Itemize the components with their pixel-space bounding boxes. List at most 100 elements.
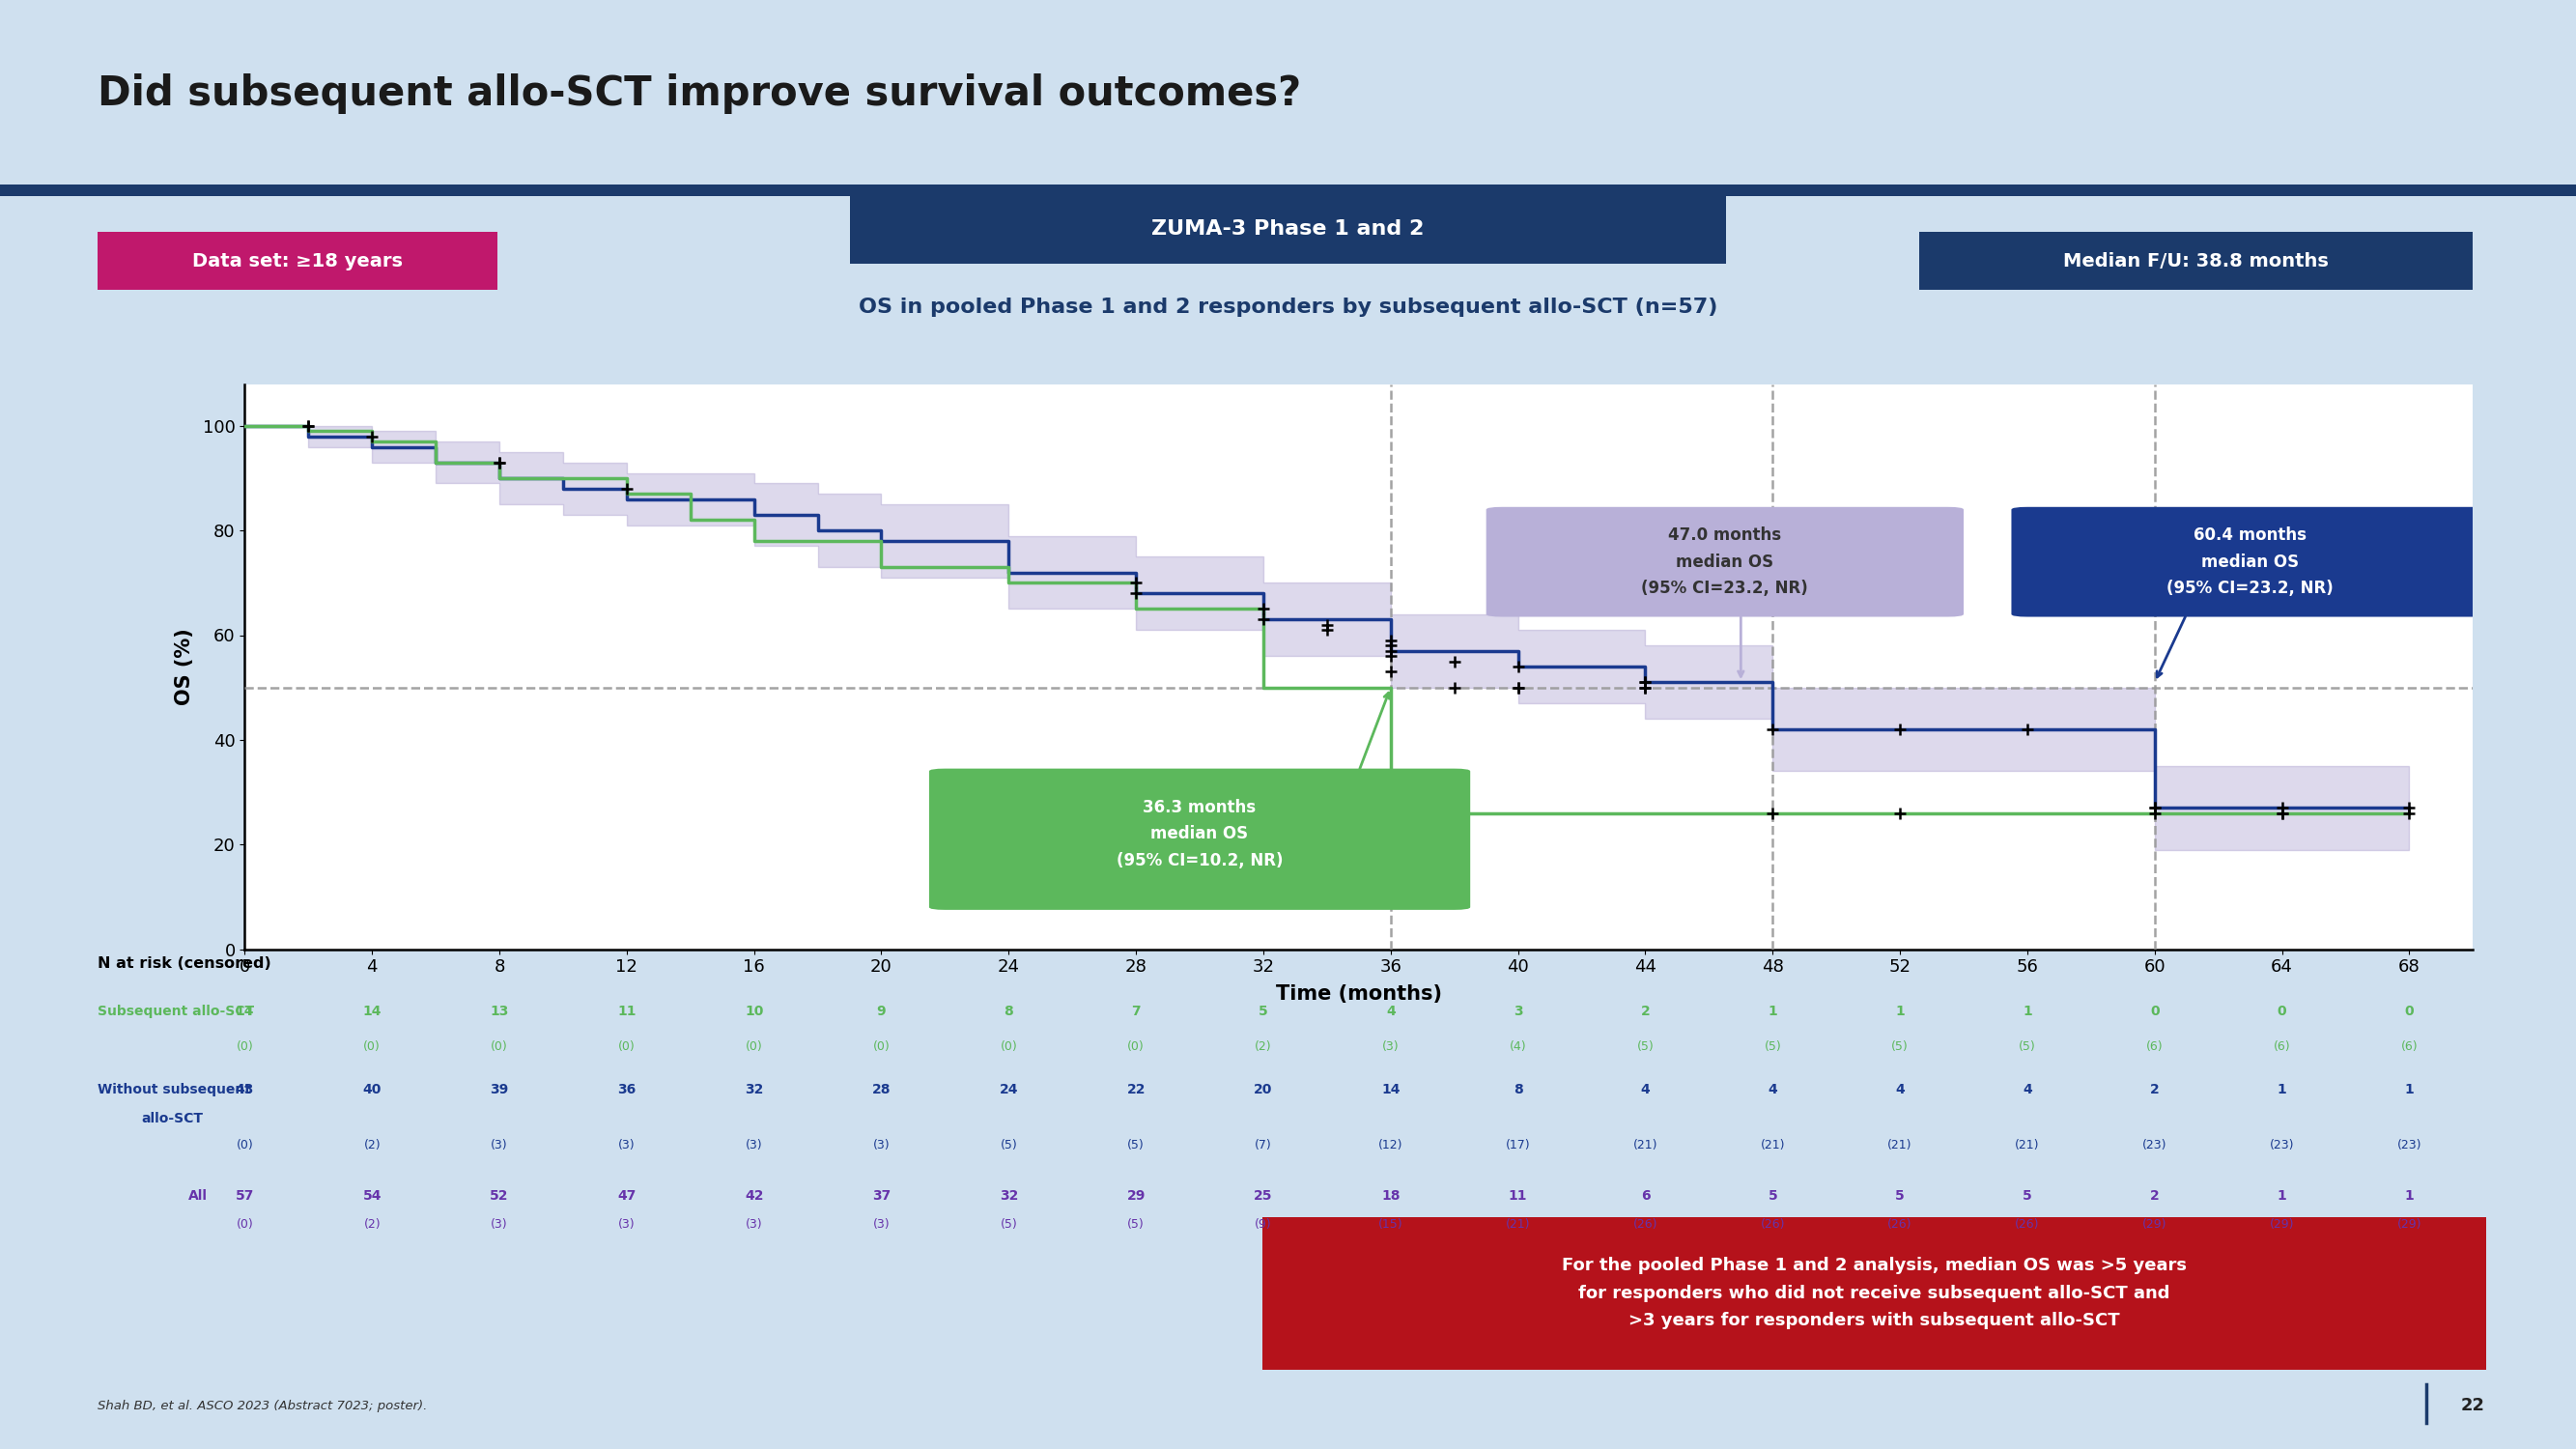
Text: 40: 40 <box>363 1082 381 1097</box>
Text: 29: 29 <box>1126 1188 1146 1203</box>
Text: (7): (7) <box>1255 1139 1273 1151</box>
Text: (21): (21) <box>1759 1139 1785 1151</box>
Text: (12): (12) <box>1378 1139 1404 1151</box>
Text: 22: 22 <box>1126 1082 1146 1097</box>
Text: 2: 2 <box>2151 1082 2159 1097</box>
Text: (3): (3) <box>873 1219 889 1230</box>
Text: (0): (0) <box>999 1040 1018 1052</box>
Text: (4): (4) <box>1510 1040 1528 1052</box>
Text: (5): (5) <box>2020 1040 2035 1052</box>
Text: 36: 36 <box>618 1082 636 1097</box>
Text: 3: 3 <box>1512 1004 1522 1019</box>
Text: 1: 1 <box>2277 1188 2287 1203</box>
Text: (0): (0) <box>237 1139 252 1151</box>
Text: (0): (0) <box>744 1040 762 1052</box>
Text: (3): (3) <box>618 1139 636 1151</box>
Text: (17): (17) <box>1504 1139 1530 1151</box>
Text: (5): (5) <box>1765 1040 1780 1052</box>
Text: (29): (29) <box>2143 1219 2166 1230</box>
Text: 28: 28 <box>871 1082 891 1097</box>
Text: (3): (3) <box>492 1139 507 1151</box>
Text: Shah BD, et al. ASCO 2023 (Abstract 7023; poster).: Shah BD, et al. ASCO 2023 (Abstract 7023… <box>98 1400 428 1411</box>
Text: (5): (5) <box>1636 1040 1654 1052</box>
Text: (21): (21) <box>2014 1139 2040 1151</box>
Text: 4: 4 <box>1767 1082 1777 1097</box>
Text: 7: 7 <box>1131 1004 1141 1019</box>
Text: (26): (26) <box>2014 1219 2040 1230</box>
Text: (0): (0) <box>237 1040 252 1052</box>
Text: (21): (21) <box>1888 1139 1911 1151</box>
Text: (23): (23) <box>2398 1139 2421 1151</box>
Y-axis label: OS (%): OS (%) <box>175 627 196 706</box>
Text: 4: 4 <box>1896 1082 1904 1097</box>
Text: 13: 13 <box>489 1004 507 1019</box>
Text: Without subsequent: Without subsequent <box>98 1082 252 1097</box>
Text: 1: 1 <box>2403 1188 2414 1203</box>
Text: 4: 4 <box>1641 1082 1651 1097</box>
Text: (5): (5) <box>1128 1139 1144 1151</box>
Text: 14: 14 <box>234 1004 255 1019</box>
Text: 47.0 months
median OS
(95% CI=23.2, NR): 47.0 months median OS (95% CI=23.2, NR) <box>1641 526 1808 597</box>
FancyBboxPatch shape <box>1486 507 1963 617</box>
Text: (3): (3) <box>492 1219 507 1230</box>
Text: (3): (3) <box>744 1139 762 1151</box>
Text: 4: 4 <box>2022 1082 2032 1097</box>
Text: 60.4 months
median OS
(95% CI=23.2, NR): 60.4 months median OS (95% CI=23.2, NR) <box>2166 526 2334 597</box>
Text: 1: 1 <box>2403 1082 2414 1097</box>
Text: allo-SCT: allo-SCT <box>142 1111 204 1126</box>
Text: 5: 5 <box>2022 1188 2032 1203</box>
Text: N at risk (censored): N at risk (censored) <box>98 956 270 971</box>
Text: (3): (3) <box>618 1219 636 1230</box>
Text: 1: 1 <box>1896 1004 1904 1019</box>
Text: For the pooled Phase 1 and 2 analysis, median OS was >5 years
for responders who: For the pooled Phase 1 and 2 analysis, m… <box>1561 1256 2187 1330</box>
Text: (21): (21) <box>1633 1139 1656 1151</box>
Text: (3): (3) <box>873 1139 889 1151</box>
Text: 0: 0 <box>2151 1004 2159 1019</box>
Text: ZUMA-3 Phase 1 and 2: ZUMA-3 Phase 1 and 2 <box>1151 219 1425 239</box>
Text: 57: 57 <box>234 1188 255 1203</box>
Text: 25: 25 <box>1255 1188 1273 1203</box>
Text: 9: 9 <box>876 1004 886 1019</box>
Text: (3): (3) <box>1383 1040 1399 1052</box>
Text: 36.3 months
median OS
(95% CI=10.2, NR): 36.3 months median OS (95% CI=10.2, NR) <box>1115 798 1283 869</box>
Text: (21): (21) <box>1507 1219 1530 1230</box>
Text: Subsequent allo-SCT: Subsequent allo-SCT <box>98 1004 255 1019</box>
Text: 32: 32 <box>999 1188 1018 1203</box>
Text: 14: 14 <box>363 1004 381 1019</box>
Text: (0): (0) <box>492 1040 507 1052</box>
Text: 6: 6 <box>1641 1188 1651 1203</box>
Text: 1: 1 <box>1767 1004 1777 1019</box>
Text: (0): (0) <box>363 1040 381 1052</box>
Text: 0: 0 <box>2403 1004 2414 1019</box>
Text: (5): (5) <box>1891 1040 1909 1052</box>
X-axis label: Time (months): Time (months) <box>1275 984 1443 1003</box>
Text: 5: 5 <box>1896 1188 1904 1203</box>
Text: 42: 42 <box>744 1188 762 1203</box>
Text: 0: 0 <box>2277 1004 2287 1019</box>
Text: 11: 11 <box>1510 1188 1528 1203</box>
Text: (6): (6) <box>2401 1040 2419 1052</box>
Text: 5: 5 <box>1767 1188 1777 1203</box>
Text: 1: 1 <box>2022 1004 2032 1019</box>
Text: (23): (23) <box>2269 1139 2295 1151</box>
Text: 18: 18 <box>1381 1188 1401 1203</box>
Text: 8: 8 <box>1512 1082 1522 1097</box>
Text: (26): (26) <box>1759 1219 1785 1230</box>
Text: (2): (2) <box>363 1139 381 1151</box>
Text: Median F/U: 38.8 months: Median F/U: 38.8 months <box>2063 252 2329 270</box>
Text: 2: 2 <box>1641 1004 1651 1019</box>
Text: 32: 32 <box>744 1082 762 1097</box>
Text: 52: 52 <box>489 1188 510 1203</box>
Text: (0): (0) <box>1128 1040 1144 1052</box>
Text: 5: 5 <box>1260 1004 1267 1019</box>
Text: 20: 20 <box>1255 1082 1273 1097</box>
Text: (29): (29) <box>2398 1219 2421 1230</box>
Text: 37: 37 <box>873 1188 891 1203</box>
Text: (6): (6) <box>2146 1040 2164 1052</box>
Text: 11: 11 <box>618 1004 636 1019</box>
Text: 14: 14 <box>1381 1082 1401 1097</box>
Text: (0): (0) <box>873 1040 889 1052</box>
Text: (6): (6) <box>2275 1040 2290 1052</box>
Text: 24: 24 <box>999 1082 1018 1097</box>
Text: (2): (2) <box>363 1219 381 1230</box>
